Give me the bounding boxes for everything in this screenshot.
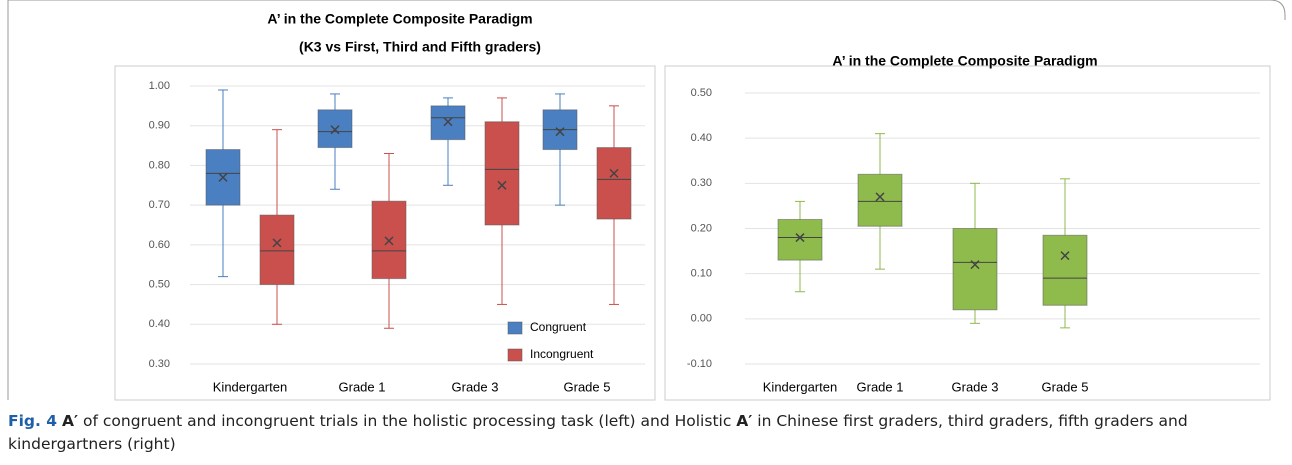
- x-tick-label: Kindergarten: [763, 379, 837, 394]
- box: [952, 228, 998, 311]
- x-tick-label: Grade 3: [952, 379, 999, 394]
- y-tick-label: 0.90: [149, 120, 170, 132]
- mean-marker: [497, 180, 507, 190]
- y-tick-label: 0.30: [691, 177, 712, 189]
- panel-left: [114, 65, 656, 401]
- caption-symbol: A′: [62, 412, 79, 430]
- box: [371, 200, 407, 280]
- caption-symbol: A′: [736, 412, 753, 430]
- caption: Fig. 4 A′ of congruent and incongruent t…: [8, 410, 1278, 456]
- x-tick-label: Grade 1: [339, 379, 386, 394]
- chart-title: A’ in the Complete Composite Paradigm: [267, 11, 532, 27]
- y-tick-label: 0.10: [691, 268, 712, 280]
- chart-title: A’ in the Complete Composite Paradigm: [832, 53, 1097, 69]
- figure: A’ in the Complete Composite Paradigm (K3…: [7, 0, 1286, 401]
- x-tick-label: Grade 5: [564, 379, 611, 394]
- x-tick-label: Grade 5: [1042, 379, 1089, 394]
- caption-text: of congruent and incongruent trials in t…: [78, 412, 737, 430]
- legend-label: Incongruent: [530, 347, 594, 361]
- frame: [7, 0, 1286, 400]
- panel-right: [664, 65, 1271, 401]
- mean-marker: [218, 172, 228, 182]
- box: [596, 147, 632, 220]
- y-tick-label: 0.80: [149, 159, 170, 171]
- legend-label: Congruent: [530, 320, 587, 334]
- y-tick-label: 0.00: [691, 313, 712, 325]
- mean-marker: [384, 236, 394, 246]
- y-tick-label: 0.40: [691, 132, 712, 144]
- box: [1042, 234, 1088, 306]
- y-tick-label: 0.50: [691, 87, 712, 99]
- mean-marker: [555, 127, 565, 137]
- legend-swatch: [507, 321, 523, 335]
- y-tick-label: 0.20: [691, 222, 712, 234]
- box: [259, 214, 295, 286]
- caption-label: Fig. 4: [8, 412, 58, 430]
- mean-marker: [970, 260, 980, 270]
- x-tick-label: Grade 3: [452, 379, 499, 394]
- y-tick-label: 0.70: [149, 199, 170, 211]
- x-tick-label: Grade 1: [857, 379, 904, 394]
- caption-text: in Chinese first graders, third graders,…: [8, 412, 1188, 453]
- box: [777, 218, 823, 261]
- y-tick-label: 0.50: [149, 278, 170, 290]
- chart-subtitle: (K3 vs First, Third and Fifth graders): [299, 39, 541, 55]
- mean-marker: [443, 117, 453, 127]
- legend-swatch: [507, 348, 523, 362]
- y-tick-label: 1.00: [149, 80, 170, 92]
- mean-marker: [609, 168, 619, 178]
- box: [857, 173, 903, 227]
- x-tick-label: Kindergarten: [213, 379, 287, 394]
- mean-marker: [875, 192, 885, 202]
- box: [484, 121, 520, 226]
- y-tick-label: -0.10: [687, 358, 712, 370]
- mean-marker: [272, 238, 282, 248]
- mean-marker: [1060, 251, 1070, 261]
- y-tick-label: 0.40: [149, 318, 170, 330]
- mean-marker: [795, 233, 805, 243]
- mean-marker: [330, 125, 340, 135]
- y-tick-label: 0.30: [149, 358, 170, 370]
- y-tick-label: 0.60: [149, 239, 170, 251]
